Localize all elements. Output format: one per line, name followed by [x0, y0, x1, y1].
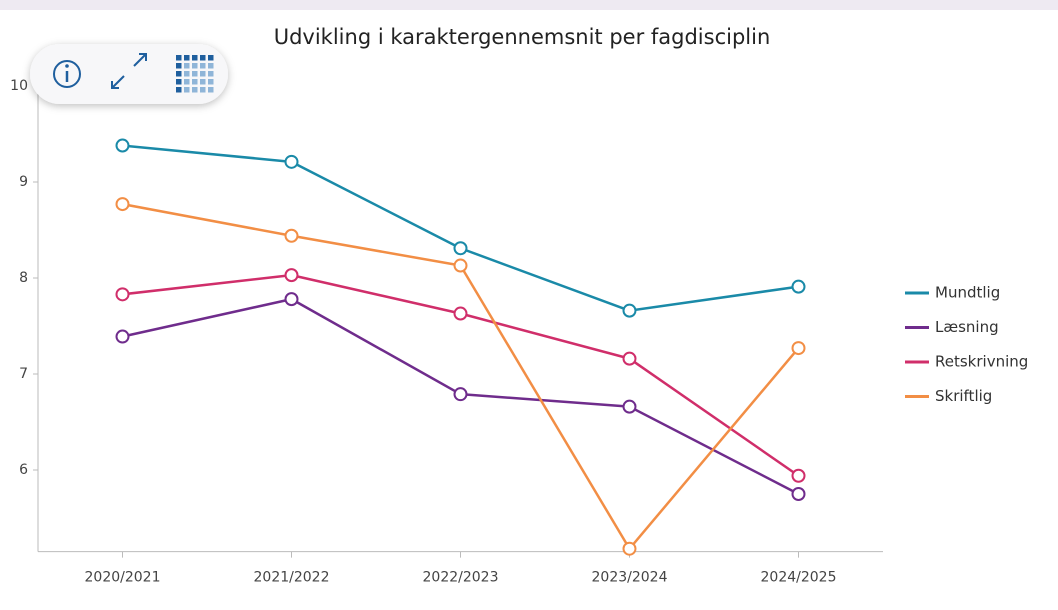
icon-cell: [192, 79, 198, 85]
icon-cell: [184, 71, 190, 77]
icon-cell: [184, 55, 190, 61]
y-tick-label: 10: [10, 78, 28, 94]
x-tick-label: 2023/2024: [592, 570, 668, 586]
icon-cell: [176, 71, 182, 77]
icon-cell: [200, 79, 206, 85]
icon-cell: [176, 55, 182, 61]
plot-area: 6 7 8 9 10 2020/2021 2021/2022 2022/2023 2023/20…: [10, 60, 1028, 586]
data-point: [791, 487, 806, 501]
data-point: [791, 279, 806, 294]
data-point: [284, 228, 299, 243]
y-tick-label: 9: [19, 174, 28, 190]
icon-cell: [208, 71, 214, 77]
data-point: [115, 197, 130, 212]
x-tick-label: 2020/2021: [85, 570, 161, 586]
data-point: [791, 468, 806, 483]
data-point: [622, 303, 637, 318]
icon-cell: [208, 63, 214, 69]
data-point: [622, 541, 637, 556]
series-line: [122, 144, 799, 312]
info-button[interactable]: [53, 60, 81, 88]
x-tick-label: 2022/2023: [423, 570, 499, 586]
icon-cell: [176, 87, 182, 93]
icon-cell: [184, 63, 190, 69]
icon-cell: [184, 87, 190, 93]
y-tick-label: 7: [19, 366, 28, 382]
data-point: [284, 154, 299, 169]
data-point: [791, 341, 806, 356]
data-point: [453, 387, 468, 402]
icon-cell: [200, 55, 206, 61]
icon-cell: [200, 87, 206, 93]
toolbar-background: [30, 44, 228, 104]
icon-cell: [208, 55, 214, 61]
data-point: [115, 329, 130, 344]
icon-cell: [192, 55, 198, 61]
chart-title: Udvikling i karaktergennemsnit per fagdi…: [274, 25, 771, 49]
icon-cell: [208, 87, 214, 93]
icon-cell: [192, 63, 198, 69]
expand-button[interactable]: [111, 53, 147, 89]
series-line: [122, 273, 800, 477]
icon-cell: [176, 79, 182, 85]
icon-cell: [184, 79, 190, 85]
legend-label: Retskrivning: [935, 353, 1028, 371]
data-point: [115, 138, 130, 153]
x-tick-label: 2024/2025: [761, 570, 837, 586]
data-point: [622, 351, 637, 366]
data-point: [453, 306, 468, 321]
data-point: [622, 399, 637, 414]
legend-label: Skriftlig: [935, 387, 992, 405]
y-tick-label: 6: [19, 462, 28, 478]
legend-label: Mundtlig: [935, 284, 1000, 302]
series-line: [122, 202, 800, 550]
data-point: [284, 268, 299, 283]
data-point: [453, 241, 468, 256]
y-tick-label: 8: [19, 270, 28, 286]
icon-cell: [200, 71, 206, 77]
icon-cell: [176, 63, 182, 69]
icon-cell: [208, 79, 214, 85]
icon-cell: [192, 87, 198, 93]
data-point: [284, 292, 299, 307]
legend-label: Læsning: [935, 318, 999, 336]
icon-cell: [192, 71, 198, 77]
top-strip: [0, 0, 1058, 10]
icon-cell: [200, 63, 206, 69]
x-tick-label: 2021/2022: [254, 570, 330, 586]
table-button[interactable]: [176, 55, 214, 93]
toolbar: [30, 44, 228, 104]
data-point: [453, 258, 468, 273]
data-point: [115, 287, 130, 302]
